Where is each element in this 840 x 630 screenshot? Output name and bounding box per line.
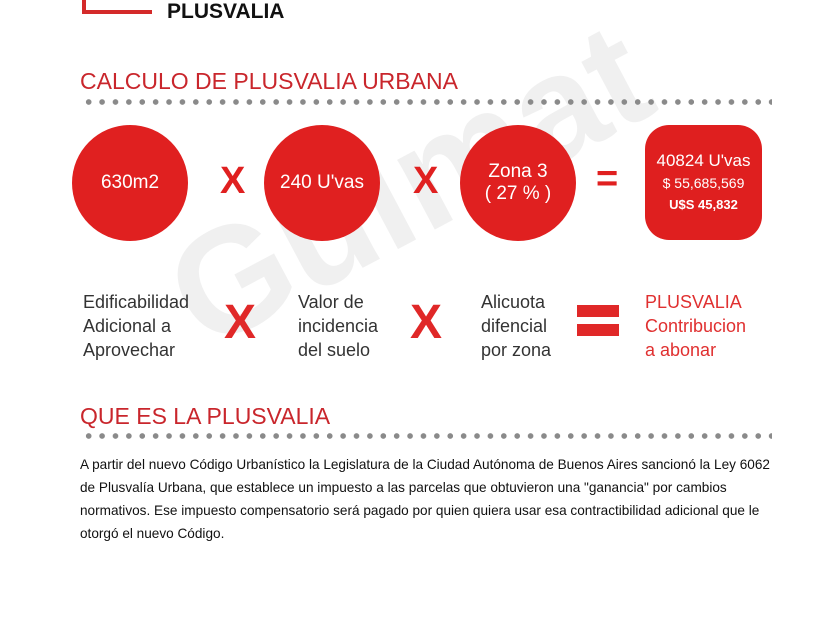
equals-bar-bottom (577, 324, 619, 336)
about-paragraph: A partir del nuevo Código Urbanístico la… (80, 457, 770, 541)
page-title: PLUSVALIA (167, 0, 285, 23)
legend-line: Valor de (298, 292, 364, 312)
legend-line: incidencia (298, 316, 379, 336)
multiply-sign: X (413, 160, 439, 202)
result-uvas: 40824 U'vas (656, 150, 751, 170)
logo-corner-decoration (82, 0, 152, 14)
result-usd: U$S 45,832 (669, 196, 738, 212)
equals-sign: = (596, 158, 619, 200)
calc-section-title: CALCULO DE PLUSVALIA URBANA (80, 68, 458, 94)
multiply-sign: X (220, 160, 246, 202)
legend-line: Adicional a (83, 316, 172, 336)
area-circle: 630m2 (72, 125, 188, 241)
legend-line: a abonar (645, 340, 717, 360)
legend-alicuota: Alicuota difencial por zona (481, 290, 551, 362)
zona-circle: Zona 3( 27 % ) (460, 125, 576, 241)
equals-bar-top (577, 305, 619, 317)
uvas-circle: 240 U'vas (264, 125, 380, 241)
about-section-title: QUE ES LA PLUSVALIA (80, 403, 331, 429)
legend-line: Aprovechar (83, 340, 176, 360)
legend-plusvalia: PLUSVALIA Contribucion a abonar (645, 290, 746, 362)
legend-line: Alicuota (481, 292, 546, 312)
area-value: 630m2 (100, 172, 160, 193)
legend-line: difencial (481, 316, 548, 336)
multiply-sign: X (224, 296, 257, 349)
legend-line: por zona (481, 340, 552, 360)
legend-line: Contribucion (645, 316, 747, 336)
legend-line: del suelo (298, 340, 371, 360)
zona-value: Zona 3 (488, 161, 548, 182)
result-pesos: $ 55,685,569 (662, 174, 745, 191)
uvas-value: 240 U'vas (280, 172, 364, 193)
result-box: 40824 U'vas $ 55,685,569 U$S 45,832 (645, 125, 762, 240)
legend-line: Edificabilidad (83, 292, 190, 312)
legend-edificabilidad: Edificabilidad Adicional a Aprovechar (83, 290, 189, 362)
dotted-divider (82, 98, 772, 106)
dotted-divider (82, 432, 772, 440)
legend-valor-incidencia: Valor de incidencia del suelo (298, 290, 378, 362)
legend-line: PLUSVALIA (645, 292, 742, 312)
zona-percent: ( 27 % ) (484, 183, 552, 204)
multiply-sign: X (410, 296, 443, 349)
